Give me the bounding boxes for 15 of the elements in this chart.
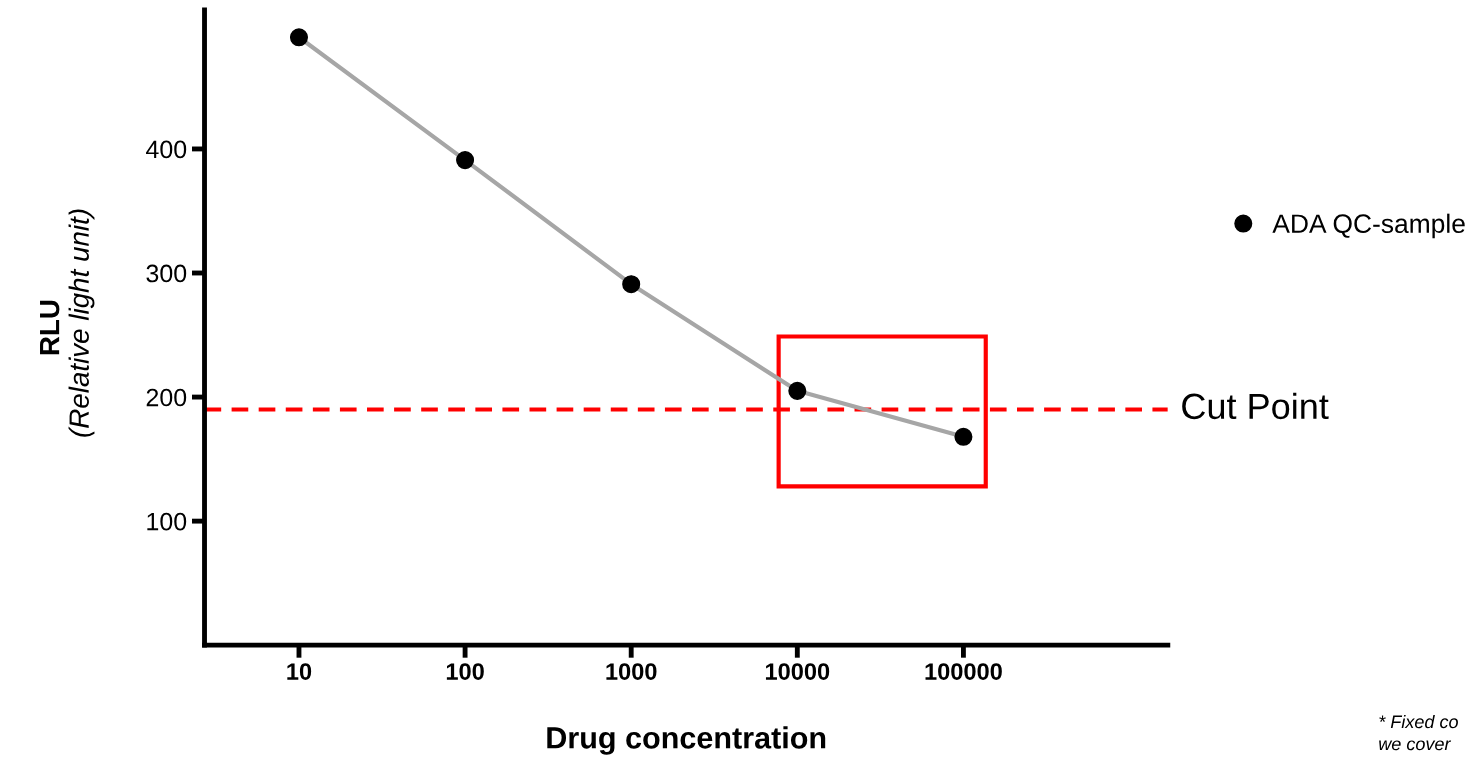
y-tick-label: 200 — [146, 388, 187, 407]
ref-line-label: Cut Point — [1182, 392, 1329, 420]
x-tick-label: 10000 — [765, 663, 830, 680]
x-tick-label: 10 — [287, 663, 312, 680]
y-tick-label: 400 — [146, 140, 187, 159]
x-axis-title: Drug concentration — [547, 726, 826, 755]
x-tick-label: 1000 — [606, 663, 657, 680]
x-tick-label: 100000 — [925, 663, 1002, 680]
text: * Fixed co we cover — [1379, 714, 1458, 751]
y-tick-label: 100 — [147, 512, 187, 531]
y-axis-title: RLU — [40, 300, 60, 355]
y-tick-label: 300 — [146, 264, 187, 283]
legend-label: ADA QC-sample — [1272, 213, 1465, 239]
text: (Relative light unit) — [68, 209, 95, 437]
x-tick-label: 100 — [446, 663, 484, 680]
